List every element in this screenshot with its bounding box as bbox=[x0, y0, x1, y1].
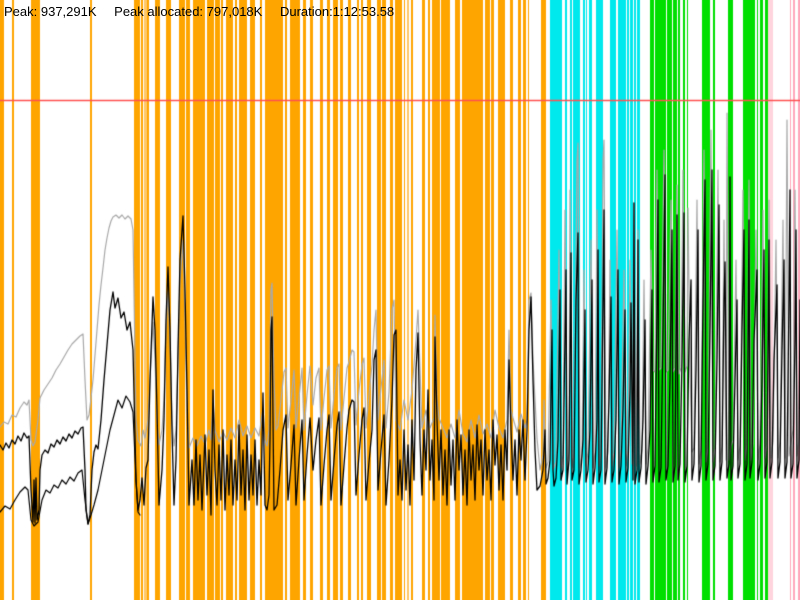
peak-allocated-stat: Peak allocated: 797,018K bbox=[114, 4, 263, 19]
peak-stat: Peak: 937,291K bbox=[4, 4, 97, 19]
stats-header: Peak: 937,291K Peak allocated: 797,018K … bbox=[4, 4, 408, 20]
duration-stat: Duration:1:12:53.58 bbox=[279, 4, 395, 19]
